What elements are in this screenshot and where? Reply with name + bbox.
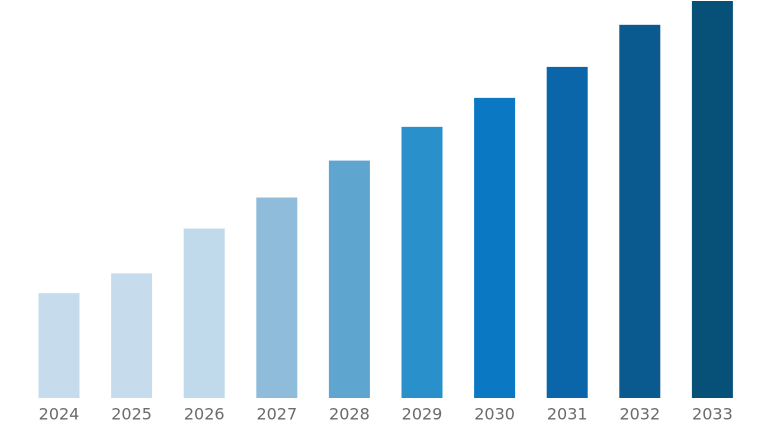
bar [619,24,661,398]
bar [111,273,153,398]
x-tick-label: 2028 [329,405,370,424]
x-tick-label: 2024 [39,405,80,424]
bar [546,66,588,398]
bar [183,228,225,398]
x-tick-label: 2026 [184,405,225,424]
bar [256,197,298,398]
bar [38,293,80,398]
bar [328,160,370,398]
x-tick-label: 2025 [111,405,152,424]
x-tick-label: 2029 [402,405,443,424]
x-tick-label: 2030 [474,405,515,424]
x-tick-label: 2027 [256,405,297,424]
bar [691,1,733,398]
x-tick-label: 2033 [692,405,733,424]
x-tick-label: 2031 [547,405,588,424]
x-tick-label: 2032 [619,405,660,424]
bar [474,97,516,399]
bar [401,126,443,398]
